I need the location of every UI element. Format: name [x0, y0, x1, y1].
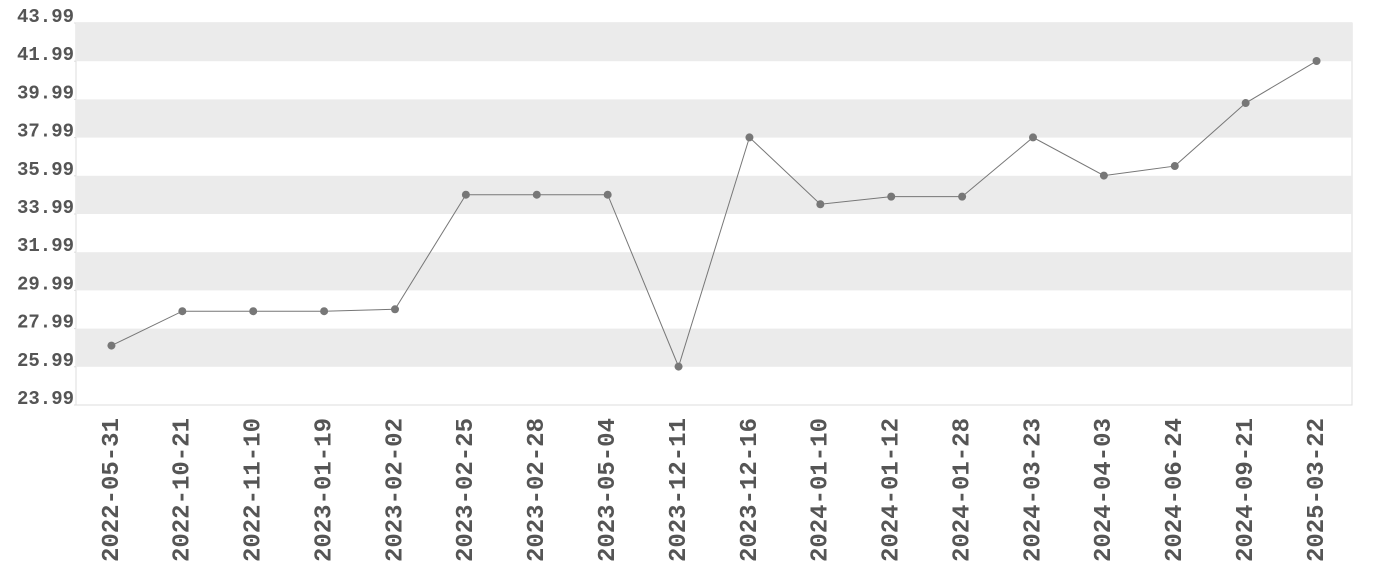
- grid-band: [76, 23, 1352, 62]
- grid-band: [76, 99, 1352, 138]
- point: [1241, 99, 1250, 108]
- x-tick-label: 2024-01-28: [949, 418, 976, 562]
- point: [107, 341, 116, 350]
- point: [178, 307, 187, 316]
- grid-band: [76, 175, 1352, 214]
- point: [1029, 133, 1037, 142]
- x-tick-label: 2022-05-31: [99, 418, 126, 562]
- x-tick-label: 2022-11-10: [241, 418, 268, 562]
- point: [745, 133, 754, 142]
- y-tick-label: 33.99: [17, 197, 74, 219]
- y-tick-label: 39.99: [17, 82, 74, 104]
- point: [674, 362, 683, 371]
- point: [816, 200, 825, 209]
- point: [391, 305, 399, 314]
- x-tick-label: 2024-01-12: [879, 418, 906, 562]
- point: [1170, 162, 1179, 171]
- x-tick-label: 2025-03-22: [1304, 418, 1331, 562]
- y-tick-label: 29.99: [17, 273, 74, 295]
- point: [887, 192, 896, 201]
- x-tick-label: 2023-01-19: [311, 418, 338, 562]
- x-tick-label: 2024-06-24: [1162, 418, 1189, 562]
- y-tick-label: 25.99: [17, 350, 74, 372]
- point: [532, 190, 541, 199]
- y-tick-label: 35.99: [17, 159, 74, 181]
- point: [958, 192, 967, 201]
- y-tick-label: 37.99: [17, 121, 74, 143]
- y-tick-label: 43.99: [17, 6, 74, 28]
- x-tick-label: 2024-01-10: [808, 418, 835, 562]
- y-tick-label: 23.99: [17, 388, 74, 410]
- grid-band: [76, 252, 1352, 291]
- x-tick-label: 2023-12-16: [737, 418, 764, 562]
- grid-band: [76, 328, 1352, 367]
- line: [111, 60, 1317, 369]
- x-tick-label: 2024-03-23: [1020, 418, 1047, 562]
- point: [1312, 57, 1321, 66]
- point: [461, 190, 470, 199]
- x-tick-label: 2023-05-04: [595, 418, 622, 562]
- x-tick-label: 2023-02-02: [382, 418, 409, 562]
- y-tick-label: 41.99: [17, 44, 74, 66]
- point: [320, 307, 329, 316]
- x-tick-label: 2023-02-28: [524, 418, 551, 562]
- x-tick-label: 2023-12-11: [666, 418, 693, 562]
- y-tick-label: 27.99: [17, 312, 74, 334]
- point: [1099, 171, 1108, 180]
- point: [249, 307, 258, 316]
- x-tick-label: 2022-10-21: [170, 418, 197, 562]
- y-tick-label: 31.99: [17, 235, 74, 257]
- point: [603, 190, 612, 199]
- x-tick-label: 2024-09-21: [1233, 418, 1260, 562]
- x-tick-label: 2023-02-25: [453, 418, 480, 562]
- x-tick-label: 2024-04-03: [1091, 418, 1118, 562]
